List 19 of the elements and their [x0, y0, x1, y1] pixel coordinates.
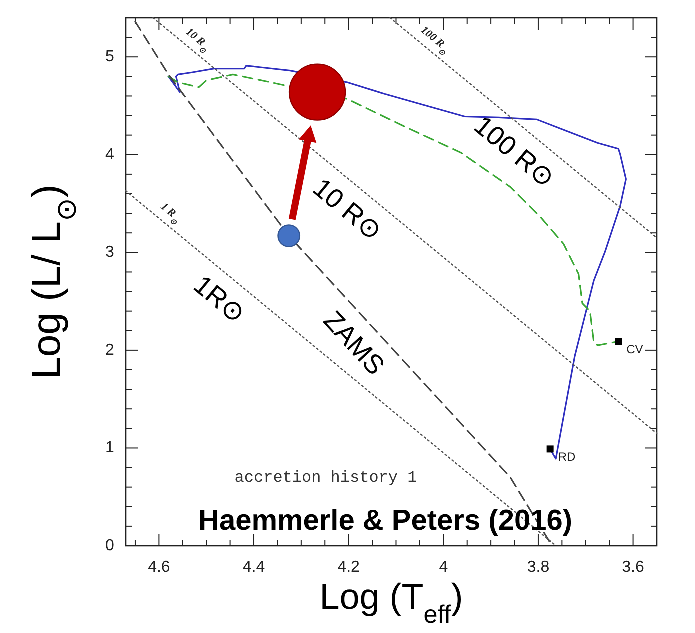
annotation: 10 R⊙	[308, 172, 388, 246]
x-tick-label: 4.2	[338, 559, 360, 576]
text: accretion history 1	[234, 469, 418, 487]
x-tick-label: 4.6	[148, 559, 170, 576]
y-tick-label: 4	[106, 146, 115, 164]
annotation: 1R⊙	[188, 270, 252, 330]
annotation: 100 R⊙	[468, 110, 561, 194]
y-tick-label: 5	[106, 48, 115, 66]
data-label: CV	[626, 342, 644, 357]
x-tick-label: 3.8	[527, 559, 550, 576]
x-axis-title: Log (T$_{eff}$)	[320, 576, 464, 629]
y-tick-label: 2	[106, 342, 115, 359]
x-tick-label: 4.4	[242, 559, 266, 576]
y-tick-label: 1	[106, 440, 115, 457]
y-tick-label: 0	[106, 538, 115, 554]
x-tick-label: 4	[439, 559, 448, 576]
y-tick-label: 3	[106, 244, 115, 262]
x-tick-label: 3.6	[622, 559, 645, 576]
data-label: RD	[558, 450, 576, 464]
